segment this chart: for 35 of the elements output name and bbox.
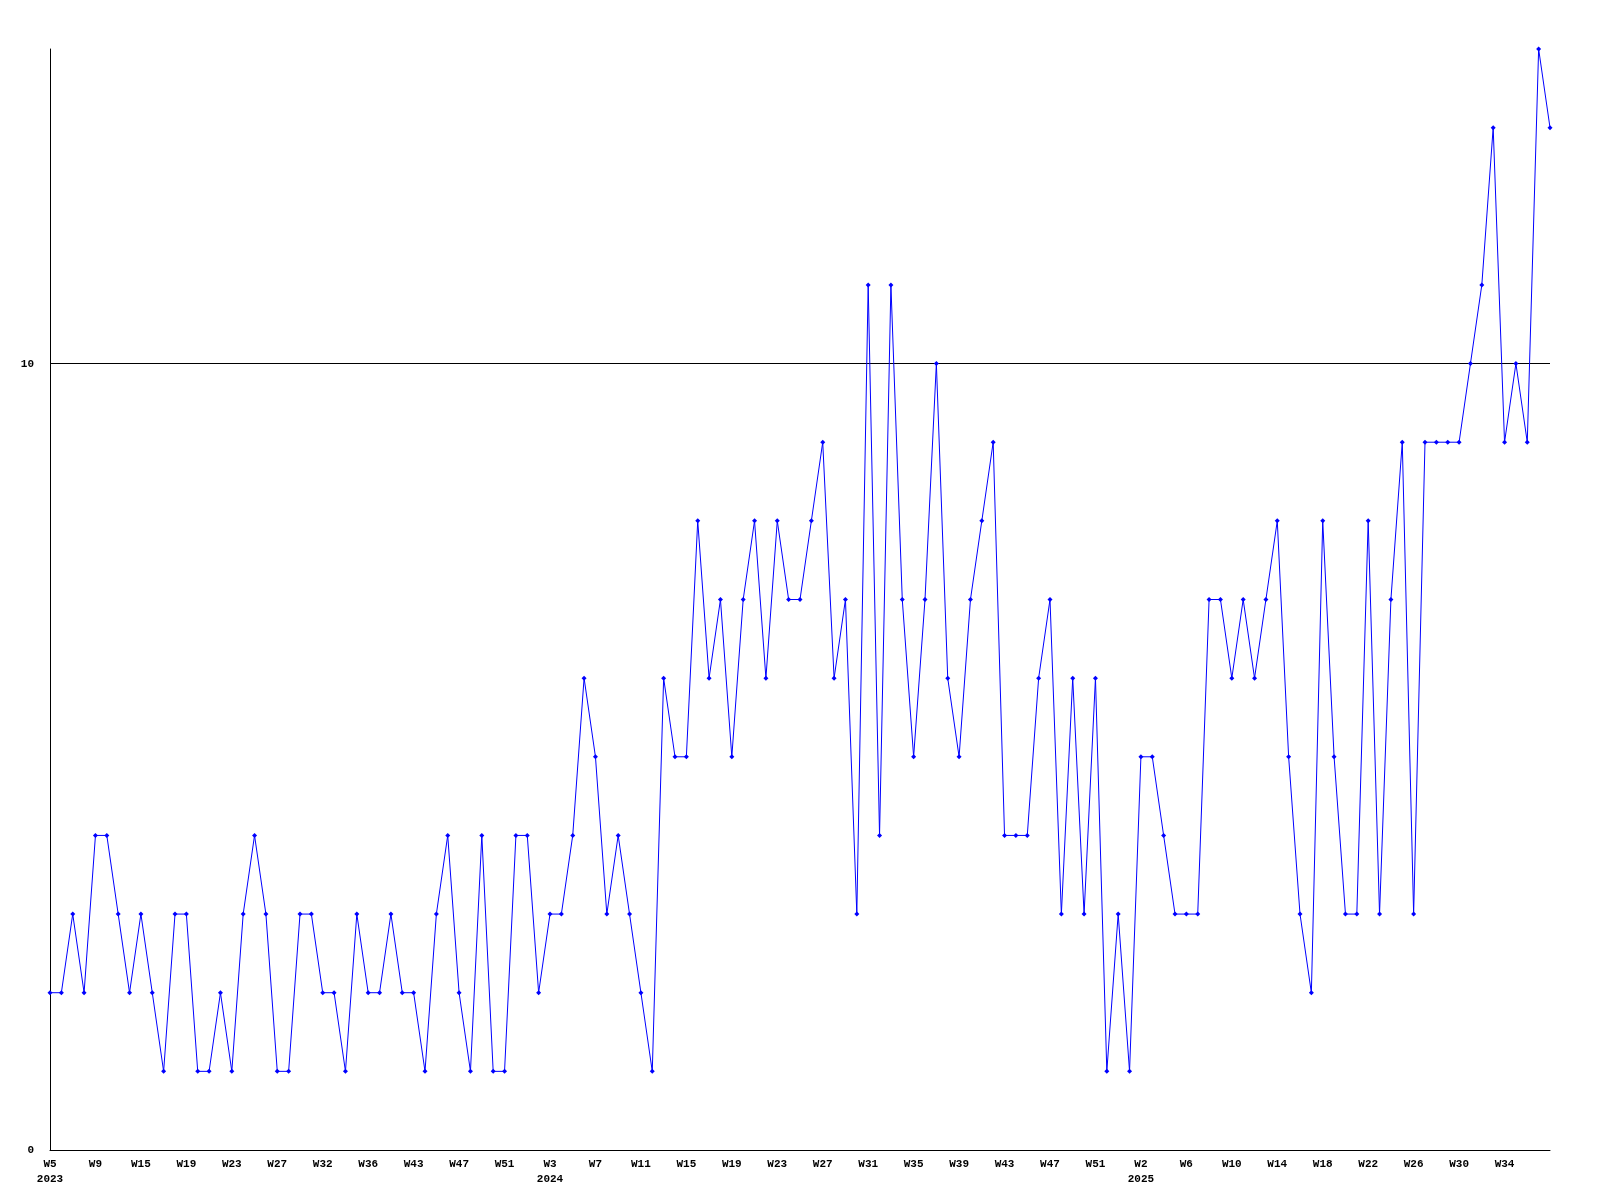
x-tick-label: W3 2024 <box>536 1157 564 1185</box>
x-tick-label: W51 <box>494 1157 515 1170</box>
x-tick-label: W18 <box>1312 1157 1334 1170</box>
x-tick-label: W31 <box>858 1157 879 1170</box>
x-tick-label: W6 <box>1179 1157 1193 1170</box>
x-tick-label: W34 <box>1494 1157 1515 1170</box>
x-tick-label: W11 <box>631 1157 652 1170</box>
x-tick-label: W23 <box>767 1157 788 1170</box>
x-tick-label: W19 <box>176 1157 197 1170</box>
x-tick-label: W36 <box>358 1157 379 1170</box>
x-tick-label: W15 <box>676 1157 697 1170</box>
x-tick-label: W27 <box>267 1157 288 1170</box>
x-tick-label: W22 <box>1358 1157 1379 1170</box>
x-tick-label: W51 <box>1085 1157 1106 1170</box>
x-tick-label: W47 <box>449 1157 469 1170</box>
x-tick-label: W30 <box>1449 1157 1469 1170</box>
x-tick-label: W7 <box>588 1157 603 1170</box>
x-tick-label: W2 2025 <box>1127 1157 1155 1185</box>
x-tick-label: W39 <box>949 1157 969 1170</box>
x-tick-label: W43 <box>994 1157 1015 1170</box>
x-tick-label: W47 <box>1040 1157 1060 1170</box>
x-tick-label: W23 <box>221 1157 243 1170</box>
x-tick-label: W26 <box>1403 1157 1424 1170</box>
x-tick-label: W5 2023 <box>36 1157 64 1185</box>
y-tick-label: 0 <box>27 1144 34 1156</box>
x-tick-label: W15 <box>131 1157 152 1170</box>
x-tick-label: W14 <box>1267 1157 1288 1170</box>
x-tick-label: W32 <box>312 1157 333 1170</box>
x-tick-label: W35 <box>903 1157 924 1170</box>
x-tick-label: W27 <box>812 1157 833 1170</box>
x-tick-label: W19 <box>721 1157 742 1170</box>
x-tick-label: W43 <box>403 1157 424 1170</box>
x-tick-label: W9 <box>88 1157 103 1170</box>
x-tick-label: W10 <box>1221 1157 1242 1170</box>
y-tick-label: 10 <box>20 357 34 370</box>
